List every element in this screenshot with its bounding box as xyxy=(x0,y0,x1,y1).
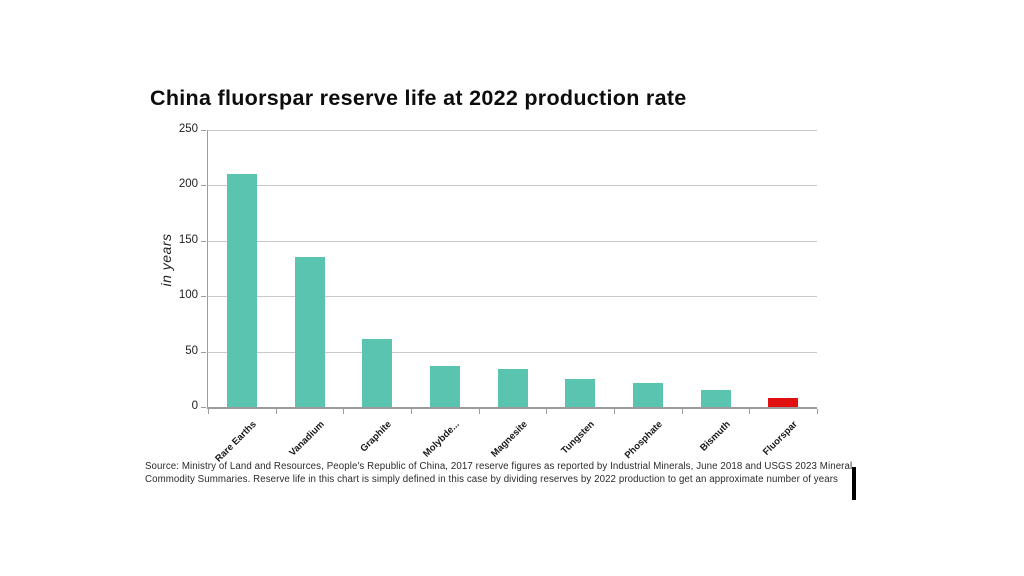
y-tick-label-50: 50 xyxy=(185,344,198,357)
gridline-50 xyxy=(208,351,817,353)
bar-magnesite xyxy=(497,369,528,407)
bar-phosphate xyxy=(632,382,663,407)
y-tick-label-100: 100 xyxy=(178,289,198,302)
y-tick-label-250: 250 xyxy=(178,123,198,135)
source-note: Source: Ministry of Land and Resources, … xyxy=(145,460,875,487)
x-tick-mark-6 xyxy=(614,409,615,414)
y-tick-mark-50 xyxy=(201,351,206,353)
x-tick-mark-0 xyxy=(208,409,209,414)
bar-vanadium xyxy=(294,257,325,407)
bar-rare-earths xyxy=(226,174,257,407)
source-note-line1: Source: Ministry of Land and Resources, … xyxy=(145,461,853,472)
bar-fluorspar xyxy=(768,398,799,407)
y-tick-label-200: 200 xyxy=(178,178,198,191)
y-tick-mark-200 xyxy=(201,185,206,187)
y-tick-mark-0 xyxy=(201,407,206,408)
x-tick-mark-8 xyxy=(749,409,751,414)
bar-molybde xyxy=(429,366,460,407)
chart-title: China fluorspar reserve life at 2022 pro… xyxy=(150,86,687,110)
x-tick-mark-4 xyxy=(478,409,480,414)
gridline-200 xyxy=(208,185,817,187)
gridline-150 xyxy=(208,240,817,242)
x-tick-mark-1 xyxy=(275,409,277,414)
y-axis-labels: 0 50 100 150 200 250 xyxy=(148,123,198,412)
bar-bismuth xyxy=(700,390,731,407)
x-tick-mark-3 xyxy=(411,409,412,414)
source-note-line2: Commodity Summaries. Reserve life in thi… xyxy=(145,474,838,486)
y-tick-label-150: 150 xyxy=(178,233,198,246)
y-tick-mark-150 xyxy=(201,240,206,242)
text-cursor xyxy=(852,467,856,500)
bar-tungsten xyxy=(565,379,596,407)
y-tick-mark-250 xyxy=(201,130,206,131)
x-tick-mark-9 xyxy=(817,409,818,414)
y-tick-label-0: 0 xyxy=(191,400,198,412)
gridline-100 xyxy=(208,296,817,298)
y-tick-mark-100 xyxy=(201,296,206,298)
plot-area xyxy=(201,130,818,414)
x-tick-mark-2 xyxy=(343,409,345,414)
gridline-250 xyxy=(208,130,817,131)
bar-graphite xyxy=(362,339,393,407)
x-tick-mark-7 xyxy=(681,409,683,414)
x-tick-mark-5 xyxy=(546,409,548,414)
